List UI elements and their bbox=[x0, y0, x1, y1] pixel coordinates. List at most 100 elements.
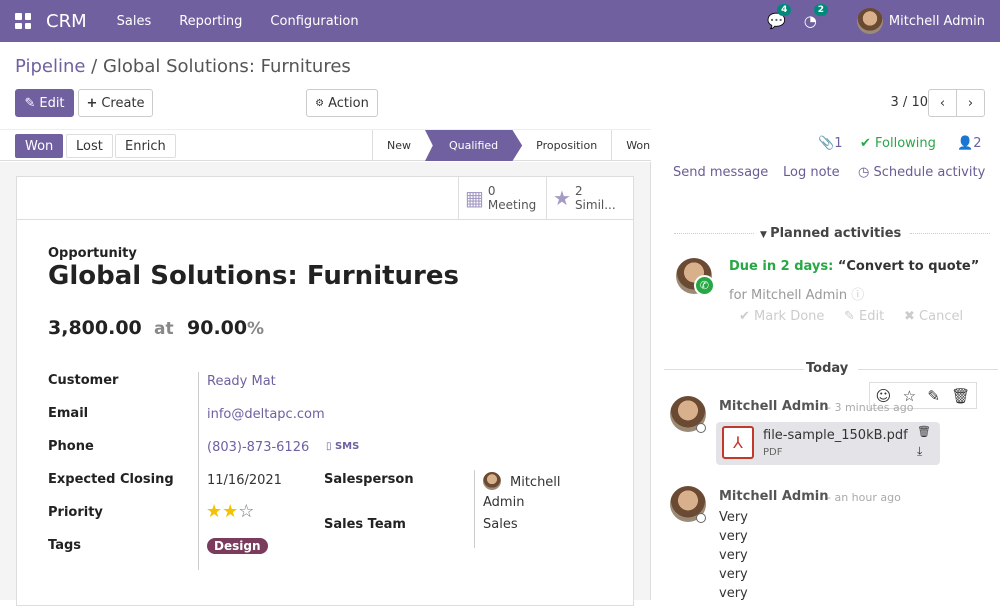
edit-label: Edit bbox=[39, 95, 65, 111]
top-navbar: CRM Sales Reporting Configuration 💬 4 ◔ 2 … bbox=[0, 0, 1000, 42]
lost-button[interactable]: Lost bbox=[66, 134, 113, 158]
trash-icon[interactable]: 🗑 bbox=[951, 386, 971, 405]
message-author[interactable]: Mitchell Admin bbox=[719, 399, 829, 414]
attachment-card[interactable]: ⅄ file-sample_150kB.pdf PDF 🗑 ⤓ bbox=[716, 422, 940, 465]
schedule-activity-button[interactable]: ◷ Schedule activity bbox=[858, 165, 985, 180]
tags-label: Tags bbox=[48, 538, 82, 553]
meetings-label: Meeting bbox=[487, 198, 537, 212]
gear-icon: ⚙ bbox=[315, 97, 325, 109]
menu-sales[interactable]: Sales bbox=[116, 13, 152, 29]
meetings-count: 0 bbox=[487, 184, 496, 198]
pager-next-button[interactable]: › bbox=[956, 89, 985, 117]
star-empty-icon[interactable]: ☆ bbox=[238, 501, 255, 522]
assignee-label: for Mitchell Admin bbox=[729, 288, 848, 303]
sales-team-label: Sales Team bbox=[324, 517, 406, 532]
customer-field[interactable]: Ready Mat bbox=[207, 374, 276, 389]
download-icon[interactable]: ⤓ bbox=[917, 444, 923, 458]
message-time: - 3 minutes ago bbox=[827, 401, 914, 414]
status-bar: Won Lost Enrich New Qualified Propositio… bbox=[0, 129, 651, 161]
stage-qualified[interactable]: Qualified bbox=[425, 130, 523, 161]
email-label: Email bbox=[48, 406, 89, 421]
phone-label: Phone bbox=[48, 439, 94, 454]
enrich-button[interactable]: Enrich bbox=[115, 134, 176, 158]
pencil-icon: ✎ bbox=[24, 95, 36, 111]
apps-menu-icon[interactable] bbox=[15, 13, 31, 29]
edit-button[interactable]: ✎ Edit bbox=[15, 89, 74, 117]
user-menu[interactable]: Mitchell Admin bbox=[856, 8, 985, 34]
opportunity-title[interactable]: Global Solutions: Furnitures bbox=[48, 261, 459, 291]
schedule-label: Schedule activity bbox=[873, 165, 986, 180]
messages-icon[interactable]: 💬 4 bbox=[767, 4, 792, 30]
activities-count: 2 bbox=[813, 4, 829, 16]
attachment-name: file-sample_150kB.pdf bbox=[763, 428, 908, 443]
following-button[interactable]: ✔ Following bbox=[860, 136, 936, 151]
customer-label: Customer bbox=[48, 373, 119, 388]
create-label: Create bbox=[101, 95, 145, 111]
planned-activities-toggle[interactable]: ▼ Planned activities bbox=[760, 226, 901, 241]
followers-button[interactable]: 👤2 bbox=[957, 136, 981, 151]
stage-won[interactable]: Won bbox=[611, 130, 664, 161]
create-button[interactable]: + Create bbox=[78, 89, 153, 117]
attachment-type: PDF bbox=[763, 447, 783, 458]
message-line: very bbox=[719, 529, 748, 544]
sales-team-field[interactable]: Sales bbox=[483, 517, 518, 532]
send-message-button[interactable]: Send message bbox=[673, 165, 769, 180]
star-icon[interactable]: ★ bbox=[222, 501, 239, 522]
phone-field[interactable]: (803)-873-6126 bbox=[207, 440, 310, 455]
expected-revenue[interactable]: 3,800.00 bbox=[48, 317, 142, 339]
mark-done-button[interactable]: ✔ Mark Done bbox=[739, 309, 825, 324]
salesperson-label: Salesperson bbox=[324, 472, 414, 487]
pager-previous-button[interactable]: ‹ bbox=[928, 89, 957, 117]
planned-label: Planned activities bbox=[770, 226, 902, 241]
message-line: very bbox=[719, 567, 748, 582]
attachments-button[interactable]: 📎1 bbox=[818, 136, 842, 151]
breadcrumb-pipeline[interactable]: Pipeline bbox=[15, 56, 86, 77]
edit-activity-button[interactable]: ✎ Edit bbox=[844, 309, 885, 324]
message-body: Very very very very very bbox=[719, 508, 748, 603]
meetings-smart-button[interactable]: ▦ 0 Meeting bbox=[458, 177, 546, 219]
status-dot bbox=[696, 423, 706, 433]
check-icon: ✔ bbox=[860, 136, 876, 151]
action-label: Action bbox=[328, 95, 369, 111]
message-time: - an hour ago bbox=[827, 491, 901, 504]
avatar bbox=[856, 8, 883, 34]
message-actions: ☺ ☆ ✎ 🗑 bbox=[869, 382, 977, 409]
due-label: Due in 2 days: bbox=[729, 259, 834, 274]
star-icon[interactable]: ★ bbox=[206, 501, 223, 522]
activities-icon[interactable]: ◔ 2 bbox=[804, 4, 829, 30]
message-line: Very bbox=[719, 510, 748, 525]
action-button[interactable]: ⚙ Action bbox=[306, 89, 378, 117]
today-separator: Today bbox=[806, 361, 849, 376]
clock-icon: ◷ bbox=[858, 165, 874, 180]
attachments-count: 1 bbox=[834, 136, 843, 151]
salesperson-field[interactable]: Mitchell Admin bbox=[483, 475, 561, 510]
app-brand[interactable]: CRM bbox=[46, 10, 87, 32]
caret-down-icon: ▼ bbox=[760, 230, 771, 240]
probability[interactable]: 90.00 bbox=[187, 317, 248, 339]
cancel-activity-button[interactable]: ✖ Cancel bbox=[904, 309, 964, 324]
stage-proposition[interactable]: Proposition bbox=[536, 139, 598, 152]
form-sheet: ▦ 0 Meeting ★ 2 Simil... Opportunity Global … bbox=[16, 176, 634, 606]
log-note-button[interactable]: Log note bbox=[783, 165, 840, 180]
stage-new[interactable]: New bbox=[387, 139, 411, 152]
priority-stars[interactable]: ★★☆ bbox=[206, 501, 254, 522]
at-label: at bbox=[154, 319, 174, 339]
mark-done-label: Mark Done bbox=[754, 309, 825, 324]
won-button[interactable]: Won bbox=[15, 134, 64, 158]
similar-smart-button[interactable]: ★ 2 Simil... bbox=[546, 177, 634, 219]
plus-icon: + bbox=[86, 95, 98, 111]
star-icon[interactable]: ☆ bbox=[902, 386, 917, 405]
tag-design[interactable]: Design bbox=[207, 538, 268, 554]
user-name: Mitchell Admin bbox=[888, 13, 985, 29]
emoji-icon[interactable]: ☺ bbox=[875, 386, 892, 405]
info-icon[interactable]: ⓘ bbox=[851, 288, 865, 303]
paperclip-icon: 📎 bbox=[818, 136, 835, 151]
menu-configuration[interactable]: Configuration bbox=[270, 13, 359, 29]
attachment-delete-icon[interactable]: 🗑 bbox=[917, 425, 931, 438]
email-field[interactable]: info@deltapc.com bbox=[207, 407, 325, 422]
sms-button[interactable]: ▯ SMS bbox=[326, 441, 360, 452]
closing-date-field[interactable]: 11/16/2021 bbox=[207, 473, 282, 488]
menu-reporting[interactable]: Reporting bbox=[179, 13, 243, 29]
pencil-icon[interactable]: ✎ bbox=[927, 386, 940, 405]
message-author[interactable]: Mitchell Admin bbox=[719, 489, 829, 504]
